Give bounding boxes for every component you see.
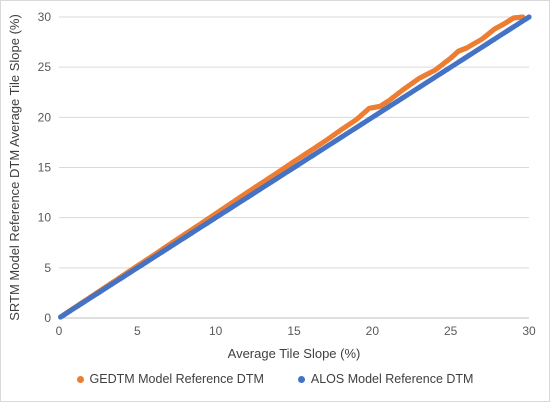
- x-tick-label: 20: [366, 324, 380, 338]
- x-tick-label: 5: [134, 324, 141, 338]
- legend-item-gedtm: GEDTM Model Reference DTM: [76, 372, 264, 386]
- gridlines: [59, 16, 529, 269]
- legend-label-alos: ALOS Model Reference DTM: [310, 372, 474, 386]
- x-axis-label: Average Tile Slope (%): [228, 346, 361, 361]
- y-tick-label: 20: [38, 110, 52, 124]
- x-tick-label: 10: [209, 324, 223, 338]
- legend-marker-alos: [297, 375, 305, 383]
- tick-labels: 0 5 10 15 20 25 30 0 5 10 15 20 25 30: [38, 10, 536, 338]
- y-tick-label: 5: [44, 261, 51, 275]
- x-tick-label: 25: [444, 324, 458, 338]
- legend: GEDTM Model Reference DTM ALOS Model Ref…: [1, 372, 549, 386]
- y-tick-label: 30: [38, 10, 52, 24]
- data-point: [526, 14, 532, 20]
- legend-label-gedtm: GEDTM Model Reference DTM: [89, 372, 264, 386]
- x-tick-label: 30: [522, 324, 536, 338]
- y-tick-label: 10: [38, 211, 52, 225]
- x-tick-label: 0: [56, 324, 63, 338]
- series-1: [57, 14, 532, 320]
- y-tick-label: 0: [44, 311, 51, 325]
- y-tick-label: 25: [38, 60, 52, 74]
- y-tick-label: 15: [38, 161, 52, 175]
- legend-item-alos: ALOS Model Reference DTM: [297, 372, 474, 386]
- x-tick-label: 15: [287, 324, 301, 338]
- legend-marker-gedtm: [76, 375, 84, 383]
- series-layer: [57, 14, 532, 320]
- y-axis-label: SRTM Model Reference DTM Average Tile Sl…: [7, 14, 22, 321]
